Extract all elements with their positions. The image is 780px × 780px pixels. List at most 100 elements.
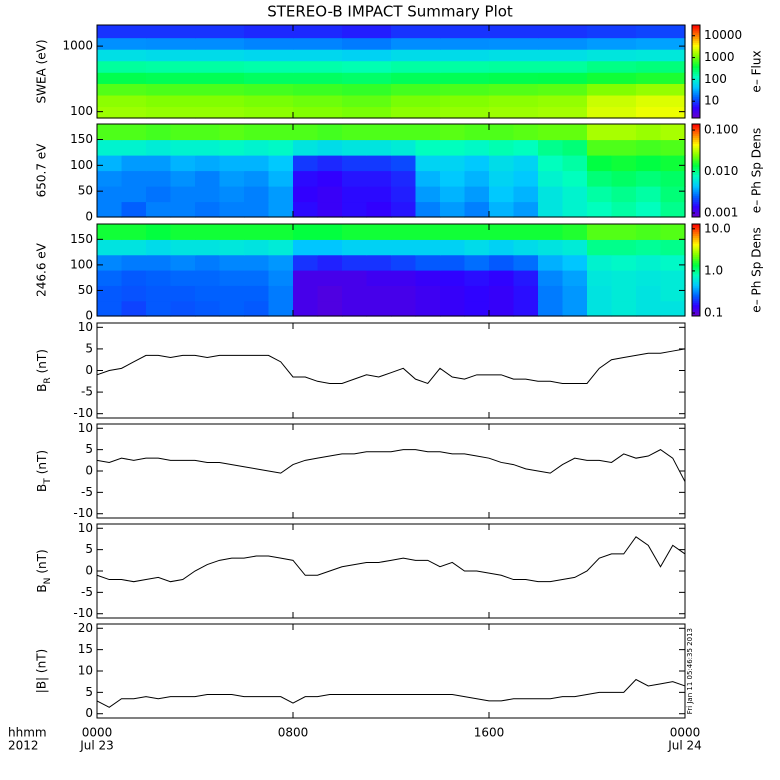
heatmap-cell (636, 155, 662, 172)
colorbar-strip (692, 166, 700, 170)
colorbar-tick-label: 100 (704, 72, 727, 86)
heatmap-cell (97, 254, 123, 271)
heatmap-cell (489, 170, 515, 187)
panel: 0.001 0.010 0.100 e– Ph Sp Dens 0 50 100 150 650… (35, 123, 764, 224)
colorbar-label: e– Ph Sp Dens (750, 128, 764, 213)
x-tick-label: 1600 (474, 726, 505, 740)
y-label-sub: N (43, 578, 53, 585)
heatmap-cell (513, 186, 539, 203)
heatmap-cell (415, 124, 441, 141)
heatmap-cell (636, 37, 686, 50)
heatmap-cell (440, 270, 466, 286)
heatmap-cell (391, 124, 417, 141)
heatmap-cell (636, 72, 686, 84)
heatmap-cell (293, 239, 319, 256)
heatmap-cell (244, 139, 270, 156)
heatmap-cell (244, 72, 294, 84)
colorbar-tick-label: 0.1 (704, 306, 723, 320)
heatmap-cell (440, 224, 466, 240)
colorbar-strip (692, 199, 700, 202)
y-tick-label: 0 (85, 706, 93, 720)
heatmap-cell (391, 106, 441, 119)
heatmap-cell (440, 124, 466, 141)
heatmap-cell (97, 139, 123, 156)
colorbar-strip (692, 195, 700, 199)
colorbar-strip (692, 116, 700, 119)
heatmap-cell (660, 186, 686, 203)
heatmap-cell (342, 37, 392, 50)
heatmap-cell (611, 224, 637, 240)
heatmap-cell (317, 300, 343, 317)
heatmap-cell (97, 94, 147, 108)
heatmap-cell (513, 170, 539, 187)
heatmap-cell (415, 224, 441, 240)
heatmap-cell (219, 239, 245, 256)
heatmap-cell (464, 170, 490, 187)
plot-title: STEREO-B IMPACT Summary Plot (267, 3, 513, 21)
colorbar-strip (692, 224, 700, 227)
heatmap-cell (587, 25, 637, 39)
heatmap-cell (440, 83, 490, 96)
panel-frame (96, 223, 686, 317)
y-tick-label: 50 (78, 184, 93, 198)
heatmap-cell (391, 60, 441, 73)
heatmap-cell (489, 83, 539, 96)
colorbar-strip (692, 94, 700, 98)
colorbar-strip (692, 215, 700, 218)
colorbar-strip (692, 189, 700, 193)
colorbar-strip (692, 283, 700, 286)
heatmap-cell (366, 224, 392, 240)
heatmap-cell (489, 94, 539, 108)
colorbar-strip (692, 110, 700, 113)
colorbar-strip (692, 92, 700, 96)
heatmap-cell (660, 224, 686, 240)
heatmap-cell (538, 254, 564, 271)
heatmap-cell (244, 124, 270, 141)
colorbar-strip (692, 155, 700, 158)
y-tick-label: 5 (85, 442, 93, 456)
heatmap-cell (660, 170, 686, 187)
heatmap-cell (660, 239, 686, 256)
heatmap-cell (391, 37, 441, 50)
colorbar-strip (692, 279, 700, 282)
heatmap-cell (464, 186, 490, 203)
heatmap-cell (268, 170, 294, 187)
heatmap-cell (195, 60, 245, 73)
colorbar-strip (692, 65, 700, 69)
heatmap-cell (293, 224, 319, 240)
y-tick-label: 0 (85, 210, 93, 224)
heatmap-cell (391, 254, 417, 271)
heatmap-cell (244, 224, 270, 240)
y-tick-label: -10 (73, 406, 93, 420)
heatmap-cell (366, 155, 392, 172)
heatmap-cell (587, 124, 613, 141)
heatmap-cell (170, 139, 196, 156)
heatmap-cell (268, 155, 294, 172)
heatmap-cell (611, 186, 637, 203)
heatmap-cell (611, 239, 637, 256)
y-tick-label: 5 (85, 542, 93, 556)
heatmap-cell (244, 285, 270, 302)
colorbar-strip (692, 137, 700, 140)
colorbar-strip (692, 52, 700, 55)
heatmap-cell (562, 300, 588, 317)
heatmap-cell (489, 25, 539, 39)
colorbar-strip (692, 26, 700, 30)
heatmap-cell (97, 239, 123, 256)
colorbar-strip (692, 239, 700, 242)
colorbar-strip (692, 168, 700, 171)
colorbar-strip (692, 36, 700, 40)
timestamp: Fri Jan 11 05:46:35 2013 (686, 628, 694, 714)
colorbar-strip (692, 180, 700, 183)
heatmap-cell (562, 201, 588, 218)
heatmap-cell (268, 239, 294, 256)
colorbar-strip (692, 54, 700, 57)
heatmap-cell (195, 254, 221, 271)
heatmap-cell (415, 155, 441, 172)
colorbar-strip (692, 176, 700, 179)
heatmap-cell (244, 155, 270, 172)
heatmap-cell (366, 239, 392, 256)
heatmap-cell (293, 49, 343, 62)
heatmap-cell (170, 224, 196, 240)
colorbar-strip (692, 106, 700, 109)
